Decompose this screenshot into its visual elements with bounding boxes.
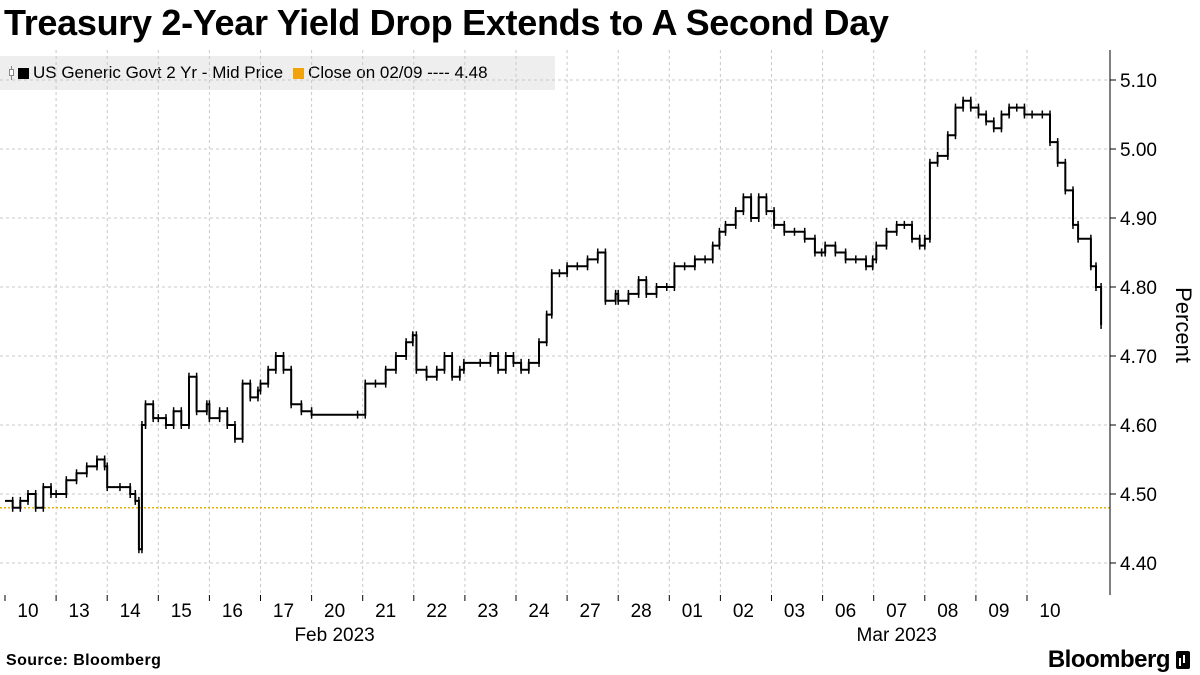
- y-tick-label: 4.60: [1120, 416, 1157, 437]
- brand-name: Bloomberg: [1047, 646, 1171, 673]
- legend-swatch-reference: [293, 67, 305, 79]
- x-tick-label: 28: [631, 601, 652, 622]
- x-tick-label: 01: [682, 601, 703, 622]
- legend-item-series: US Generic Govt 2 Yr - Mid Price: [0, 63, 283, 83]
- x-tick-label: 17: [273, 601, 294, 622]
- axis-layer: 4.40 4.50 4.60 4.70 4.80 4.90 5.00 5.10 Percent 1…: [4, 50, 1196, 646]
- x-tick-label: 02: [733, 601, 754, 622]
- x-tick-label: 03: [784, 601, 805, 622]
- x-month-label: Feb 2023: [294, 625, 374, 646]
- legend-label-reference: Close on 02/09 ---- 4.48: [308, 63, 488, 82]
- y-tick-label: 4.80: [1120, 278, 1157, 299]
- y-tick-label: 4.90: [1120, 209, 1157, 230]
- ohlc-bar-icon: [8, 66, 16, 80]
- x-tick-label: 10: [17, 601, 38, 622]
- legend-swatch-series: [18, 67, 29, 79]
- x-tick-label: 07: [886, 601, 907, 622]
- x-tick-label: 27: [580, 601, 601, 622]
- x-tick-label: 08: [937, 601, 958, 622]
- series-line: [5, 99, 1103, 551]
- y-tick-label: 4.50: [1120, 485, 1157, 506]
- legend-label-series: US Generic Govt 2 Yr - Mid Price: [33, 63, 284, 82]
- y-tick-label: 4.70: [1120, 347, 1157, 368]
- x-tick-label: 23: [477, 601, 498, 622]
- series-layer: [5, 96, 1103, 554]
- x-tick-label: 24: [528, 601, 550, 622]
- bloomberg-terminal-icon: [1176, 651, 1190, 669]
- x-tick-label: 13: [69, 601, 90, 622]
- x-tick-label: 09: [988, 601, 1009, 622]
- x-tick-label: 22: [426, 601, 447, 622]
- source-note: Source: Bloomberg: [6, 652, 162, 669]
- x-tick-label: 15: [171, 601, 192, 622]
- legend-item-reference: Close on 02/09 ---- 4.48: [293, 63, 488, 83]
- y-tick-label: 4.40: [1120, 554, 1157, 575]
- x-tick-label: 06: [835, 601, 856, 622]
- x-month-label: Mar 2023: [857, 625, 937, 646]
- x-tick-label: 21: [375, 601, 396, 622]
- x-tick-label: 14: [120, 601, 142, 622]
- x-tick-label: 16: [222, 601, 243, 622]
- y-tick-label: 5.10: [1120, 71, 1157, 92]
- chart-title: Treasury 2-Year Yield Drop Extends to A …: [4, 2, 889, 43]
- grid-layer: [0, 50, 1110, 595]
- x-tick-label: 10: [1039, 601, 1060, 622]
- y-tick-label: 5.00: [1120, 140, 1157, 161]
- x-tick-label: 20: [324, 601, 345, 622]
- brand-logo: Bloomberg: [1048, 646, 1190, 674]
- legend: US Generic Govt 2 Yr - Mid Price Close o…: [0, 56, 555, 90]
- y-axis-label: Percent: [1171, 287, 1196, 363]
